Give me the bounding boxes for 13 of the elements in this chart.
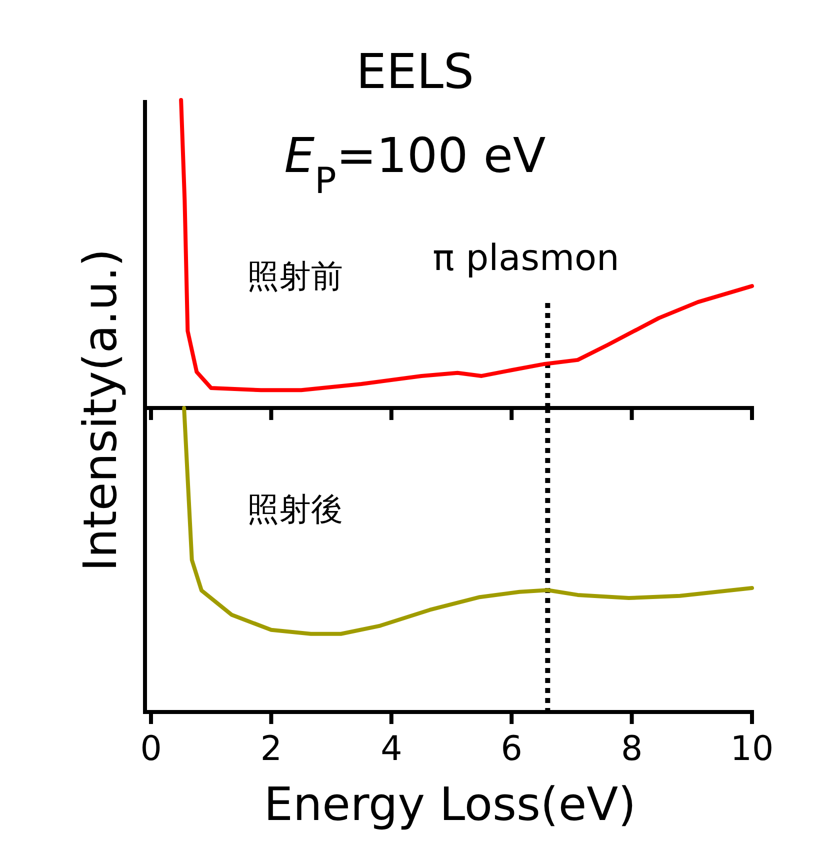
annotation: 照射前 bbox=[247, 257, 343, 295]
text: E$_{P}$=100 eV bbox=[284, 128, 546, 202]
x-tick-label: 0 bbox=[140, 729, 162, 769]
x-axis-title: Energy Loss(eV) bbox=[264, 777, 636, 831]
x-tick-label: 10 bbox=[730, 729, 774, 769]
x-tick-label: 8 bbox=[620, 729, 643, 769]
ref-line-label: π plasmon bbox=[432, 238, 620, 279]
x-tick-label: 4 bbox=[380, 729, 402, 769]
x-tick-label: 2 bbox=[260, 729, 282, 769]
x-tick-label: 6 bbox=[500, 729, 522, 769]
annotation: 照射後 bbox=[247, 490, 343, 528]
y-axis-title: Intensity(a.u.) bbox=[73, 248, 127, 572]
chart-title: EELS bbox=[356, 44, 474, 100]
